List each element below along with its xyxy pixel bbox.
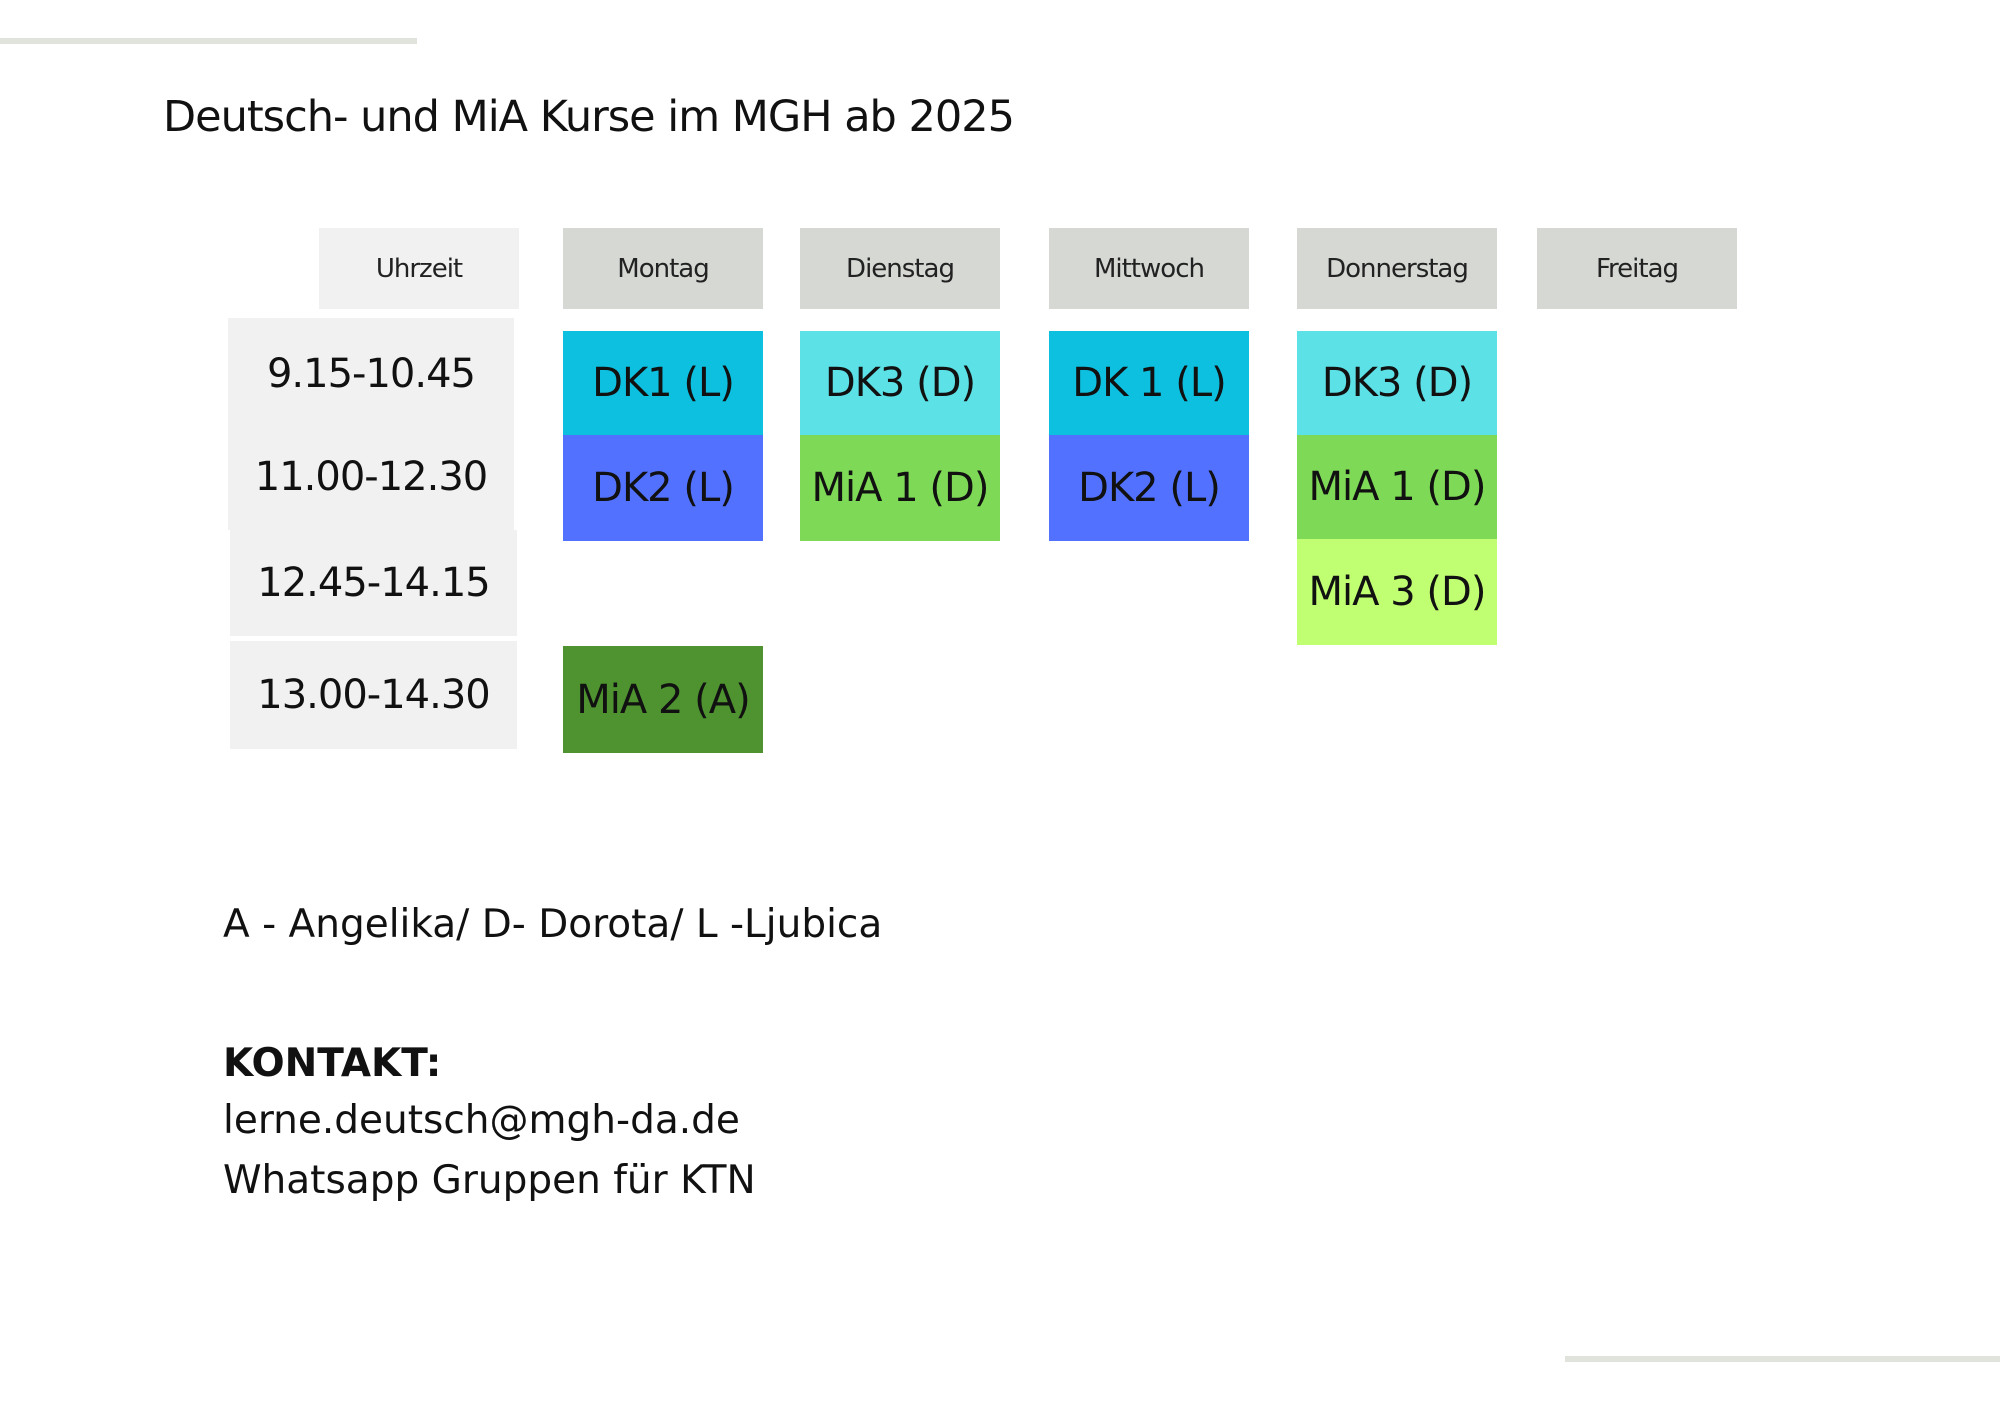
top-decorative-line [0, 38, 417, 44]
course-tuesday-slot-1: DK3 (D) [800, 331, 1000, 435]
time-slot-1: 9.15-10.45 [228, 318, 514, 430]
time-slot-2: 11.00-12.30 [228, 424, 514, 530]
course-monday-slot-1: DK1 (L) [563, 331, 763, 435]
course-monday-slot-2: DK2 (L) [563, 435, 763, 541]
course-wednesday-slot-2: DK2 (L) [1049, 435, 1249, 541]
course-thursday-slot-3: MiA 3 (D) [1297, 539, 1497, 645]
bottom-decorative-line [1565, 1356, 2000, 1362]
contact-whatsapp: Whatsapp Gruppen für KTN [223, 1158, 756, 1203]
header-wednesday: Mittwoch [1049, 228, 1249, 309]
teacher-legend: A - Angelika/ D- Dorota/ L -Ljubica [223, 902, 883, 947]
course-wednesday-slot-1: DK 1 (L) [1049, 331, 1249, 435]
header-thursday: Donnerstag [1297, 228, 1497, 309]
time-slot-4: 13.00-14.30 [230, 641, 517, 749]
course-monday-slot-4: MiA 2 (A) [563, 646, 763, 753]
contact-email: lerne.deutsch@mgh-da.de [223, 1098, 740, 1143]
header-tuesday: Dienstag [800, 228, 1000, 309]
course-thursday-slot-2: MiA 1 (D) [1297, 435, 1497, 539]
course-tuesday-slot-2: MiA 1 (D) [800, 435, 1000, 541]
contact-heading: KONTAKT: [223, 1041, 442, 1086]
course-thursday-slot-1: DK3 (D) [1297, 331, 1497, 435]
header-time: Uhrzeit [319, 228, 519, 309]
page-title: Deutsch- und MiA Kurse im MGH ab 2025 [163, 92, 1015, 142]
header-monday: Montag [563, 228, 763, 309]
time-slot-3: 12.45-14.15 [230, 530, 517, 636]
header-friday: Freitag [1537, 228, 1737, 309]
